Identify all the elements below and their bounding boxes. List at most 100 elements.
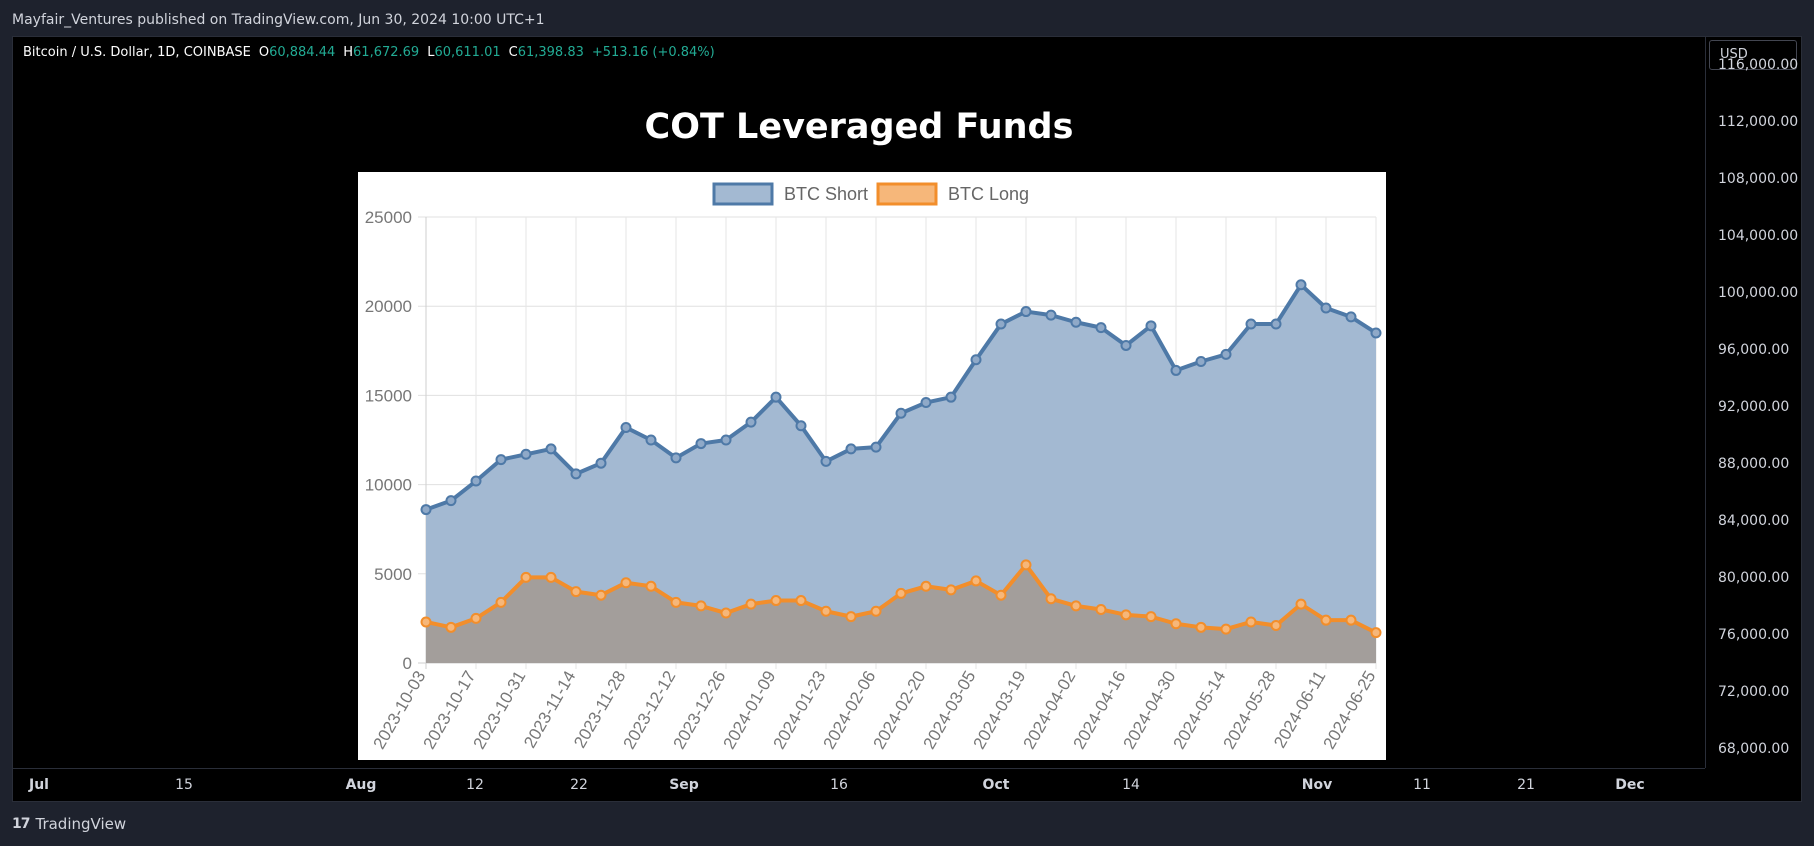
btc-long-point	[1145, 611, 1157, 623]
time-tick-label: 14	[1122, 777, 1140, 793]
btc-long-point	[870, 605, 882, 617]
time-tick-label: Jul	[29, 777, 49, 793]
plot-area[interactable]: Bitcoin / U.S. Dollar, 1D, COINBASE O60,8…	[13, 37, 1705, 768]
y-tick-label: 5000	[374, 565, 412, 584]
change-value: +513.16 (+0.84%)	[591, 45, 715, 60]
chart-frame[interactable]: Bitcoin / U.S. Dollar, 1D, COINBASE O60,8…	[12, 36, 1802, 802]
btc-long-point	[420, 616, 432, 628]
btc-long-point	[945, 584, 957, 596]
btc-long-point	[495, 596, 507, 608]
btc-short-point	[470, 475, 482, 487]
btc-long-point	[1095, 603, 1107, 615]
low-value: 60,611.01	[434, 45, 501, 60]
btc-short-point	[920, 397, 932, 409]
tradingview-logo-icon: 17	[12, 816, 31, 832]
cot-chart-image: 0 5000 10000 15000 20000 25000 2023-10-03 2023-…	[358, 172, 1386, 760]
btc-long-point	[1220, 623, 1232, 635]
price-tick-label: 68,000.00	[1718, 741, 1790, 757]
btc-short-point	[1270, 318, 1282, 330]
price-axis[interactable]: 116,000.00 112,000.00 108,000.00 104,000.00…	[1705, 37, 1801, 768]
btc-long-point	[720, 607, 732, 619]
btc-long-point	[795, 595, 807, 607]
btc-long-point	[595, 589, 607, 601]
close-label: C	[508, 45, 518, 60]
btc-short-point	[895, 407, 907, 419]
btc-short-point	[770, 391, 782, 403]
btc-long-point	[845, 611, 857, 623]
btc-short-point	[1070, 316, 1082, 328]
y-tick-label: 15000	[365, 386, 412, 405]
time-tick-label: 12	[466, 777, 484, 793]
btc-short-point	[845, 443, 857, 455]
btc-short-point	[1145, 320, 1157, 332]
time-tick-label: Nov	[1301, 777, 1333, 793]
btc-short-point	[1345, 311, 1357, 323]
btc-short-point	[545, 443, 557, 455]
btc-long-point	[1045, 593, 1057, 605]
time-tick-label: Sep	[669, 777, 699, 793]
btc-short-point	[595, 457, 607, 469]
btc-short-point	[1295, 279, 1307, 291]
high-label: H	[343, 45, 354, 60]
time-tick-label: 15	[175, 777, 193, 793]
btc-short-point	[620, 422, 632, 434]
btc-short-point	[1120, 339, 1132, 351]
price-tick-label: 80,000.00	[1718, 570, 1790, 586]
btc-short-point	[970, 354, 982, 366]
btc-long-point	[695, 600, 707, 612]
btc-short-point	[1220, 348, 1232, 360]
btc-long-point	[1020, 559, 1032, 571]
btc-long-point	[1270, 620, 1282, 632]
btc-long-point	[1345, 614, 1357, 626]
time-tick-label: Dec	[1615, 777, 1645, 793]
time-tick-label: Oct	[982, 777, 1010, 793]
publish-line: Mayfair_Ventures published on TradingVie…	[12, 12, 545, 28]
open-label: O	[258, 45, 270, 60]
price-tick-label: 76,000.00	[1718, 627, 1790, 643]
btc-short-point	[720, 434, 732, 446]
btc-long-point	[445, 621, 457, 633]
price-tick-label: 88,000.00	[1718, 456, 1790, 472]
cot-chart-svg: 05000100001500020000250002023-10-032023-…	[365, 182, 1382, 753]
btc-short-point	[820, 455, 832, 467]
btc-long-point	[770, 595, 782, 607]
btc-short-point	[870, 441, 882, 453]
symbol-name[interactable]: Bitcoin / U.S. Dollar, 1D, COINBASE	[23, 45, 251, 60]
legend-swatch	[712, 182, 774, 206]
currency-button[interactable]: USD	[1709, 40, 1797, 70]
btc-long-point	[970, 575, 982, 587]
x-tick-label: 2024-06-11	[1270, 668, 1329, 752]
time-tick-label: 11	[1413, 777, 1431, 793]
overlay-title: COT Leveraged Funds	[644, 107, 1074, 147]
btc-short-point	[570, 468, 582, 480]
btc-long-point	[1070, 600, 1082, 612]
btc-long-point	[1170, 618, 1182, 630]
btc-long-point	[1195, 621, 1207, 633]
time-axis[interactable]: Jul 15 Aug 12 22 Sep 16 Oct 14 Nov 11 21 Dec	[13, 768, 1705, 801]
btc-long-point	[920, 580, 932, 592]
btc-long-point	[1120, 609, 1132, 621]
price-tick-label: 104,000.00	[1718, 228, 1799, 244]
close-value: 61,398.83	[517, 45, 584, 60]
btc-short-point	[995, 318, 1007, 330]
legend-swatch	[876, 182, 938, 206]
price-tick-label: 84,000.00	[1718, 513, 1790, 529]
btc-short-point	[1020, 306, 1032, 318]
btc-short-point	[745, 416, 757, 428]
footer-brand[interactable]: 17 TradingView	[12, 814, 126, 834]
btc-short-point	[670, 452, 682, 464]
btc-long-point	[895, 587, 907, 599]
btc-short-point	[1195, 356, 1207, 368]
x-tick-label: 2024-06-25	[1320, 668, 1380, 753]
btc-long-point	[1295, 598, 1307, 610]
btc-long-point	[570, 586, 582, 598]
symbol-legend: Bitcoin / U.S. Dollar, 1D, COINBASE O60,8…	[23, 45, 715, 60]
btc-short-point	[1095, 322, 1107, 334]
price-tick-label: 116,000.00	[1718, 57, 1799, 73]
price-tick-label: 92,000.00	[1718, 399, 1790, 415]
time-tick-label: 16	[830, 777, 848, 793]
price-tick-label: 100,000.00	[1718, 285, 1799, 301]
btc-short-point	[420, 504, 432, 516]
btc-short-point	[1245, 318, 1257, 330]
y-tick-label: 25000	[365, 208, 412, 227]
